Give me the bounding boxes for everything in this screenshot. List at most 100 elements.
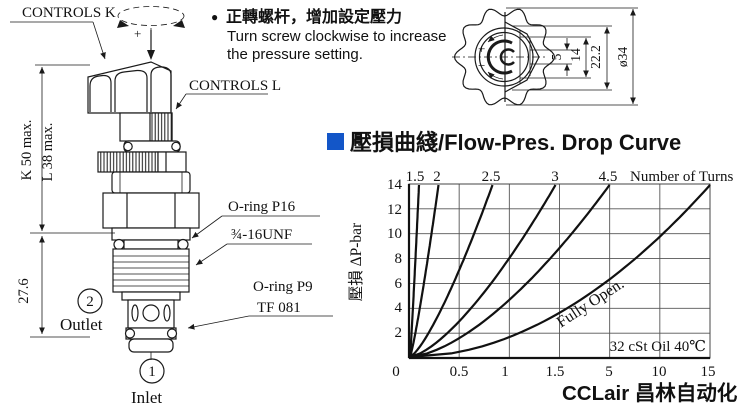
c-ring [486,39,513,75]
y-tick-12: 12 [387,202,402,218]
port1-number: 1 [148,364,156,380]
dim-k-label: K 50 max. [19,120,35,181]
oring-p9-leader [187,315,250,330]
c-ring-small [499,48,515,66]
oring-groove [123,239,179,250]
cw-arrow [487,34,504,43]
dim-22-label: 22.2 [588,45,603,69]
oring-p16-leader [191,215,223,239]
note-bullet: ● [211,10,218,24]
adapter-block [111,171,191,194]
knob-knurl-bump [114,69,148,112]
y-tick-4: 4 [395,300,403,316]
body-step [121,291,181,301]
rotation-plus-sign: + [134,26,141,41]
rotation-arrow-right [173,20,185,28]
curve-label-2-5: 2.5 [482,169,501,185]
dim-14-label: 14 [568,48,583,62]
minus-mark: − [478,58,485,73]
knob-inner-circle-2 [478,31,530,83]
knob-extension-lines [506,7,638,106]
side-slot-left [131,304,139,322]
oring-p16-left [113,238,125,251]
curve-4-5 [409,184,611,359]
chart-curves [408,184,711,359]
seal-dot-left [123,141,133,152]
hex-washer [111,227,191,241]
inlet-label: Inlet [131,388,162,407]
x-tick-0-5: 0.5 [450,364,469,380]
curve-fully-open- [409,184,711,359]
dim-34-label: ø34 [615,47,630,68]
port2-number: 2 [86,294,94,310]
knob-knurl-bump [150,66,172,112]
curve-2-5 [409,184,494,358]
curve-label-4-5: 4.5 [599,169,618,185]
curve-label-1-5: 1.5 [406,169,425,185]
dim-5-label: 5 [549,53,564,60]
outlet-label: Outlet [60,315,103,334]
seal-dot-right [171,141,181,152]
dim-l-label: L 38 max. [40,123,56,182]
oring-p9-label: O-ring P9 [253,279,313,295]
tf-code-label: TF 081 [257,300,301,316]
knob-scalloped-edge [453,8,556,106]
watermark: CCLair 昌林自动化 [562,381,738,405]
title-bullet-square [327,133,344,150]
down-arrow [147,50,155,60]
rotation-ellipse [117,6,185,26]
top-axis-label: Number of Turns [630,169,734,185]
knob-knurl-bump [89,74,112,112]
controls-k-leader [92,21,106,60]
x-tick-15: 15 [701,364,716,380]
threaded-section [112,248,190,293]
chart-title: 壓損曲綫/Flow-Pres. Drop Curve [350,130,681,155]
x-tick-1: 1 [501,364,509,380]
knob-body [87,61,172,114]
port2-circle [77,288,103,314]
flow-pressure-chart: 壓損曲綫/Flow-Pres. Drop Curve 1.5 2 2.5 3 4… [327,130,734,380]
oring-p16-right [177,238,189,251]
controls-l-leader [175,93,187,110]
oring-p16-label: O-ring P16 [228,199,296,215]
y-tick-2: 2 [395,325,403,341]
oil-spec-annotation: 32 cSt Oil 40℃ [610,339,706,355]
knurled-locknut [97,151,159,173]
curve-label-3: 3 [551,169,559,185]
y-axis-label: 壓損 ΔP-bar [347,222,365,301]
chart-grid [409,184,710,358]
cross-hole [142,304,160,322]
note-text-en1: Turn screw clockwise to increase [227,28,447,45]
y-tick-14: 14 [387,177,403,193]
note-text-en2: the pressure setting. [227,46,363,63]
x-tick-1-5: 1.5 [546,364,565,380]
locknut-hex [157,151,187,173]
knob-top-view: + − 5 14 22.2 ø34 [452,7,638,106]
y-tick-8: 8 [395,251,403,267]
valve-side-view: + [10,5,333,407]
controls-l-label: CONTROLS L [189,78,281,94]
controls-k-label: CONTROLS K [22,5,116,21]
rotation-arrow-left [117,20,129,28]
curve-1-5 [408,184,421,358]
curve-3 [409,184,557,359]
thread-spec-leader [195,243,228,266]
x-tick-10: 10 [652,364,667,380]
x-tick-5: 5 [605,364,613,380]
plus-mark: + [478,41,485,56]
instruction-note: ● 正轉螺杆，增加設定壓力 Turn screw clockwise to in… [211,7,447,63]
y-tick-10: 10 [387,226,402,242]
controls-l-screw [149,112,173,142]
note-text-zh: 正轉螺杆，增加設定壓力 [226,7,402,26]
oring-p9-left [124,328,136,339]
curve-label-2: 2 [433,169,441,185]
thread-lines [113,255,189,287]
nose-cap [128,338,174,353]
y-tick-6: 6 [395,276,403,292]
curve-2 [408,184,440,358]
dim-276-label: 27.6 [16,278,32,303]
x-tick-0: 0 [392,364,400,380]
thread-spec-label: ¾-16UNF [231,227,292,243]
knob-inner-circle [474,27,534,87]
